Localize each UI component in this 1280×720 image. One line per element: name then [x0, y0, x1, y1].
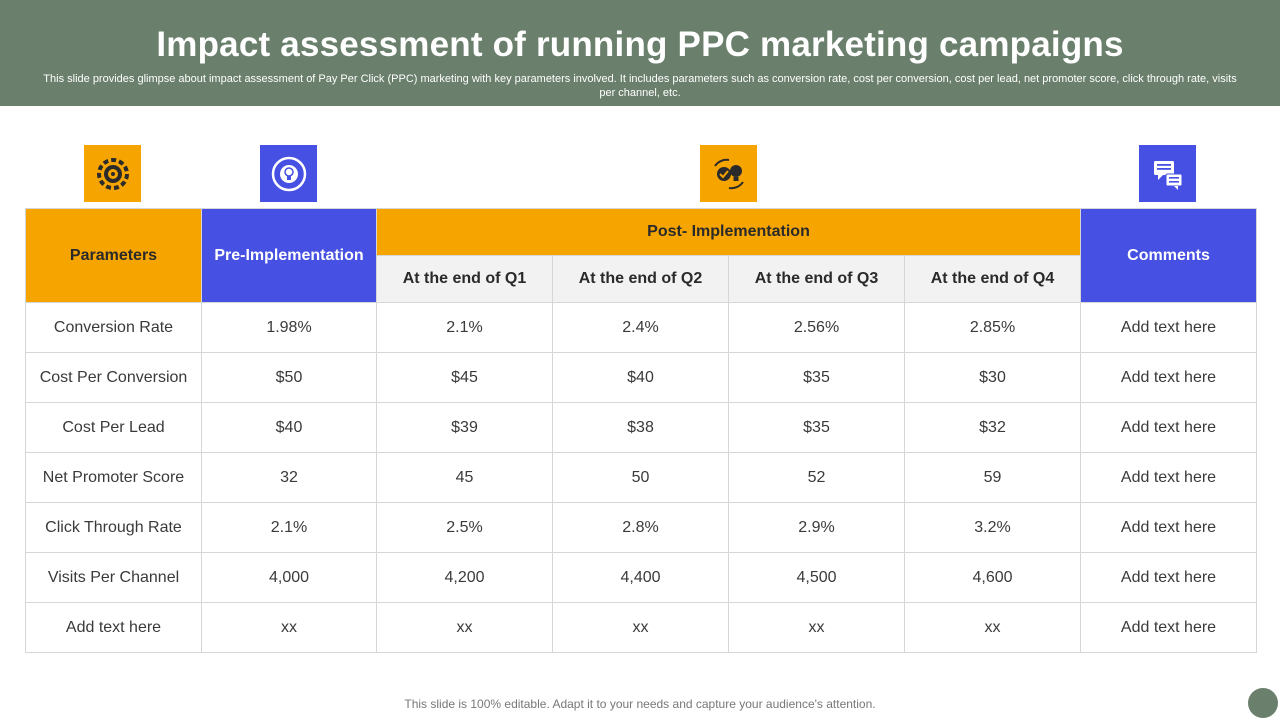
gear-target-icon	[84, 145, 141, 202]
idea-checklist-icon	[700, 145, 757, 202]
cell-pre: 4,000	[201, 552, 377, 603]
table-row: Net Promoter Score 32 45 50 52 59 Add te…	[25, 452, 1257, 503]
cell-q2: 2.4%	[552, 302, 729, 353]
cell-q1: $39	[376, 402, 553, 453]
cell-comment: Add text here	[1080, 302, 1257, 353]
cell-comment: Add text here	[1080, 502, 1257, 553]
cell-comment: Add text here	[1080, 402, 1257, 453]
cell-q4: 3.2%	[904, 502, 1081, 553]
cell-pre: xx	[201, 602, 377, 653]
table-row: Click Through Rate 2.1% 2.5% 2.8% 2.9% 3…	[25, 502, 1257, 553]
cell-q1: $45	[376, 352, 553, 403]
cell-q2: 4,400	[552, 552, 729, 603]
cell-q4: $30	[904, 352, 1081, 403]
header-q2: At the end of Q2	[552, 255, 729, 303]
cell-q2: xx	[552, 602, 729, 653]
header-parameters: Parameters	[25, 208, 202, 303]
cell-q1: 45	[376, 452, 553, 503]
cell-parameter: Visits Per Channel	[25, 552, 202, 603]
cell-q2: $40	[552, 352, 729, 403]
cell-q2: $38	[552, 402, 729, 453]
cell-q1: xx	[376, 602, 553, 653]
cell-parameter: Click Through Rate	[25, 502, 202, 553]
cell-q3: $35	[728, 352, 905, 403]
footer-note: This slide is 100% editable. Adapt it to…	[404, 697, 876, 711]
cell-q3: 52	[728, 452, 905, 503]
cell-comment: Add text here	[1080, 602, 1257, 653]
header-q1: At the end of Q1	[376, 255, 553, 303]
cell-q1: 2.1%	[376, 302, 553, 353]
impact-table: Parameters Pre-Implementation Post- Impl…	[25, 208, 1257, 653]
header-comments: Comments	[1080, 208, 1257, 303]
header-pre-implementation: Pre-Implementation	[201, 208, 377, 303]
header-q4: At the end of Q4	[904, 255, 1081, 303]
header-bar: Impact assessment of running PPC marketi…	[0, 0, 1280, 106]
cell-pre: 1.98%	[201, 302, 377, 353]
cell-q4: $32	[904, 402, 1081, 453]
cell-parameter: Net Promoter Score	[25, 452, 202, 503]
cell-pre: 32	[201, 452, 377, 503]
cell-pre: $50	[201, 352, 377, 403]
cell-q2: 50	[552, 452, 729, 503]
cell-comment: Add text here	[1080, 352, 1257, 403]
cell-comment: Add text here	[1080, 552, 1257, 603]
table-row: Add text here xx xx xx xx xx Add text he…	[25, 602, 1257, 653]
cell-q3: 2.56%	[728, 302, 905, 353]
cell-q4: 2.85%	[904, 302, 1081, 353]
cell-q1: 4,200	[376, 552, 553, 603]
cell-pre: 2.1%	[201, 502, 377, 553]
cell-q3: $35	[728, 402, 905, 453]
cell-q3: xx	[728, 602, 905, 653]
cell-q3: 4,500	[728, 552, 905, 603]
header-post-implementation: Post- Implementation	[376, 208, 1081, 256]
header-q3: At the end of Q3	[728, 255, 905, 303]
page-title: Impact assessment of running PPC marketi…	[156, 25, 1124, 64]
corner-decoration	[1248, 688, 1278, 718]
cell-q4: 4,600	[904, 552, 1081, 603]
cell-q4: 59	[904, 452, 1081, 503]
lightbulb-cycle-icon	[260, 145, 317, 202]
cell-q2: 2.8%	[552, 502, 729, 553]
cell-parameter: Conversion Rate	[25, 302, 202, 353]
cell-parameter: Add text here	[25, 602, 202, 653]
table-row: Cost Per Conversion $50 $45 $40 $35 $30 …	[25, 352, 1257, 403]
page-subtitle: This slide provides glimpse about impact…	[43, 73, 1237, 99]
table-row: Visits Per Channel 4,000 4,200 4,400 4,5…	[25, 552, 1257, 603]
cell-pre: $40	[201, 402, 377, 453]
cell-parameter: Cost Per Conversion	[25, 352, 202, 403]
cell-comment: Add text here	[1080, 452, 1257, 503]
cell-q3: 2.9%	[728, 502, 905, 553]
table-row: Conversion Rate 1.98% 2.1% 2.4% 2.56% 2.…	[25, 302, 1257, 353]
table-row: Cost Per Lead $40 $39 $38 $35 $32 Add te…	[25, 402, 1257, 453]
chat-comments-icon	[1139, 145, 1196, 202]
cell-q4: xx	[904, 602, 1081, 653]
cell-q1: 2.5%	[376, 502, 553, 553]
cell-parameter: Cost Per Lead	[25, 402, 202, 453]
